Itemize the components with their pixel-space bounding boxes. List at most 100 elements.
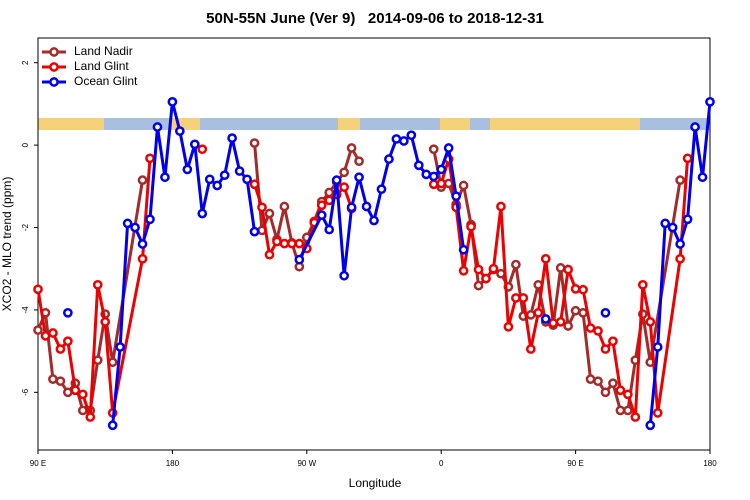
data-point <box>324 187 335 198</box>
data-point <box>525 310 536 320</box>
data-point <box>197 144 208 155</box>
data-point <box>33 284 43 295</box>
legend-label: Land Glint <box>74 59 129 73</box>
data-point <box>48 374 58 384</box>
data-point <box>623 389 633 400</box>
data-point <box>518 293 529 303</box>
legend-label: Ocean Glint <box>74 74 138 88</box>
sea-band <box>200 118 338 130</box>
data-point <box>137 175 148 185</box>
data-point <box>189 139 200 150</box>
data-point <box>458 180 469 191</box>
data-point <box>436 164 447 175</box>
data-point <box>608 336 618 347</box>
data-point <box>496 201 506 212</box>
data-point <box>511 259 521 270</box>
land-sea-strip <box>38 118 710 130</box>
data-point <box>682 153 693 164</box>
data-point <box>376 184 387 195</box>
data-point <box>637 279 648 290</box>
data-point <box>697 172 708 183</box>
data-point <box>667 222 678 233</box>
data-point <box>182 164 193 175</box>
data-point <box>690 122 700 132</box>
data-point <box>70 385 81 396</box>
data-point <box>55 376 66 387</box>
data-point <box>77 405 88 416</box>
y-tick-label: 2 <box>21 60 30 65</box>
data-point <box>272 236 282 247</box>
data-point <box>316 200 327 211</box>
data-point <box>346 202 357 213</box>
x-tick-label: 180 <box>166 459 180 468</box>
data-point <box>354 156 364 167</box>
y-axis-label: XCO2 - MLO trend (ppm) <box>0 177 14 312</box>
data-point <box>100 317 111 327</box>
data-point <box>197 208 208 219</box>
data-point <box>675 239 685 249</box>
data-point <box>92 355 103 366</box>
data-point <box>249 179 260 190</box>
data-point <box>122 218 133 229</box>
data-point <box>55 344 66 354</box>
data-point <box>458 244 469 255</box>
data-point <box>63 307 73 318</box>
data-point <box>600 307 611 318</box>
data-point <box>145 153 155 164</box>
data-point <box>540 314 551 324</box>
data-point <box>593 326 603 336</box>
y-tick-label: -2 <box>21 223 30 231</box>
data-point <box>481 273 491 284</box>
data-point <box>85 412 96 422</box>
data-point <box>682 214 693 225</box>
data-point <box>294 254 305 265</box>
sea-band <box>470 118 490 130</box>
data-point <box>242 174 252 185</box>
data-point <box>279 238 290 249</box>
data-point <box>145 214 155 225</box>
data-point <box>511 293 521 303</box>
legend-marker <box>49 77 59 87</box>
data-point <box>279 201 290 212</box>
legend-marker <box>49 47 59 57</box>
data-point <box>346 143 357 153</box>
data-point <box>167 97 178 107</box>
x-tick-label: 0 <box>439 459 444 468</box>
data-point <box>540 253 551 264</box>
data-point <box>391 134 402 144</box>
data-point <box>675 253 685 264</box>
data-point <box>399 136 409 146</box>
data-point <box>600 344 611 354</box>
data-point <box>473 280 484 291</box>
data-point <box>473 264 484 275</box>
data-point <box>130 222 140 233</box>
y-tick-label: 0 <box>21 142 30 147</box>
data-point <box>585 374 596 384</box>
y-tick-label: -6 <box>21 388 30 396</box>
data-point <box>234 166 245 176</box>
data-point <box>107 420 118 431</box>
data-point <box>578 284 588 295</box>
data-point <box>428 144 439 155</box>
x-tick-label: 180 <box>703 459 717 468</box>
data-point <box>369 215 379 226</box>
data-point <box>630 412 641 422</box>
data-point <box>294 238 305 249</box>
legend-label: Land Nadir <box>74 44 133 58</box>
data-point <box>92 279 103 290</box>
data-point <box>421 169 432 180</box>
data-point <box>451 191 461 202</box>
data-point <box>615 385 626 396</box>
data-point <box>555 317 566 327</box>
data-point <box>160 172 170 183</box>
data-point <box>33 325 43 335</box>
data-point <box>361 201 372 212</box>
data-point <box>115 342 125 352</box>
data-point <box>63 387 73 398</box>
data-point <box>249 226 260 237</box>
data-point <box>40 331 51 341</box>
data-point <box>339 270 349 281</box>
data-point <box>608 378 618 389</box>
data-point <box>645 420 656 431</box>
data-point <box>623 405 633 416</box>
